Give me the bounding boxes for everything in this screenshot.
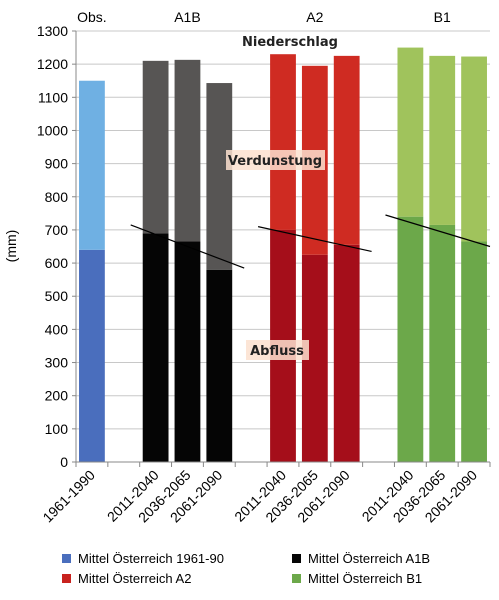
y-tick-label: 300	[45, 355, 69, 371]
annotation-evaporation-label: Verdunstung	[228, 154, 322, 169]
legend: Mittel Österreich 1961-90 Mittel Österre…	[62, 551, 492, 586]
legend-label-a1b: Mittel Österreich A1B	[308, 551, 431, 566]
axes	[72, 30, 491, 467]
bar-evaporation	[461, 56, 487, 242]
trend-line	[130, 224, 245, 269]
y-tick-label: 1200	[37, 56, 68, 72]
y-tick-label: 800	[45, 189, 69, 205]
trend-lines	[130, 214, 491, 269]
annotation-runoff-bg	[246, 340, 309, 360]
y-tick-label: 100	[45, 421, 69, 437]
legend-swatch-obs	[62, 554, 71, 563]
y-tick-label: 900	[45, 156, 69, 172]
y-axis-label: (mm)	[3, 230, 19, 263]
annotation-runoff: Abfluss	[246, 340, 309, 360]
legend-item-b1: Mittel Österreich B1	[292, 571, 492, 586]
bar-runoff	[142, 233, 169, 462]
bar-evaporation	[142, 60, 169, 234]
legend-item-a2: Mittel Österreich A2	[62, 571, 292, 586]
group-label: B1	[434, 9, 451, 25]
legend-swatch-a2	[62, 574, 71, 583]
legend-label-a2: Mittel Österreich A2	[78, 571, 192, 586]
bar-evaporation	[79, 80, 105, 250]
group-label: A1B	[174, 9, 200, 25]
group-label: Obs.	[77, 9, 107, 25]
legend-item-obs: Mittel Österreich 1961-90	[62, 551, 292, 566]
legend-label-obs: Mittel Österreich 1961-90	[78, 551, 224, 566]
y-tick-label: 200	[45, 388, 69, 404]
trend-line	[257, 226, 372, 253]
y-tick-label: 1000	[37, 122, 68, 138]
bar-evaporation	[429, 55, 456, 225]
legend-swatch-b1	[292, 574, 301, 583]
y-tick-label: 600	[45, 255, 69, 271]
annotation-total: Niederschlag	[242, 35, 338, 50]
bar-runoff	[79, 249, 105, 462]
y-tick-label: 1100	[38, 89, 68, 105]
y-tick-label: 400	[45, 321, 69, 337]
bar-runoff	[461, 241, 487, 462]
bar-runoff	[397, 216, 424, 462]
annotation-runoff-label: Abfluss	[250, 344, 304, 359]
y-tick-label: 0	[60, 454, 68, 470]
legend-item-a1b: Mittel Österreich A1B	[292, 551, 492, 566]
group-label: A2	[306, 9, 323, 25]
y-tick-label: 1300	[37, 23, 68, 39]
annotation-total-label: Niederschlag	[242, 35, 338, 50]
bar-runoff	[429, 224, 456, 462]
y-tick-label: 500	[45, 288, 69, 304]
group-labels: Obs. A1B A2 B1	[77, 9, 451, 25]
bar-runoff	[333, 244, 360, 462]
annotation-evaporation: Verdunstung	[226, 150, 325, 170]
bar-runoff	[206, 269, 233, 462]
y-tick-label: 700	[45, 222, 69, 238]
y-tick-labels: 0 100 200 300 400 500 600 700 800 900 1000 1100 1200…	[37, 23, 68, 470]
bar-evaporation	[270, 54, 296, 230]
bar-evaporation	[174, 59, 201, 242]
bar-evaporation	[206, 83, 233, 270]
bars	[79, 47, 487, 462]
trend-line	[385, 214, 491, 248]
bar-evaporation	[397, 47, 424, 217]
bar-runoff	[174, 241, 201, 462]
annotation-evaporation-bg	[226, 150, 325, 170]
legend-label-b1: Mittel Österreich B1	[308, 571, 423, 586]
x-tick-label: 1961-1990	[39, 467, 98, 526]
legend-swatch-a1b	[292, 554, 301, 563]
bar-evaporation	[333, 55, 360, 245]
